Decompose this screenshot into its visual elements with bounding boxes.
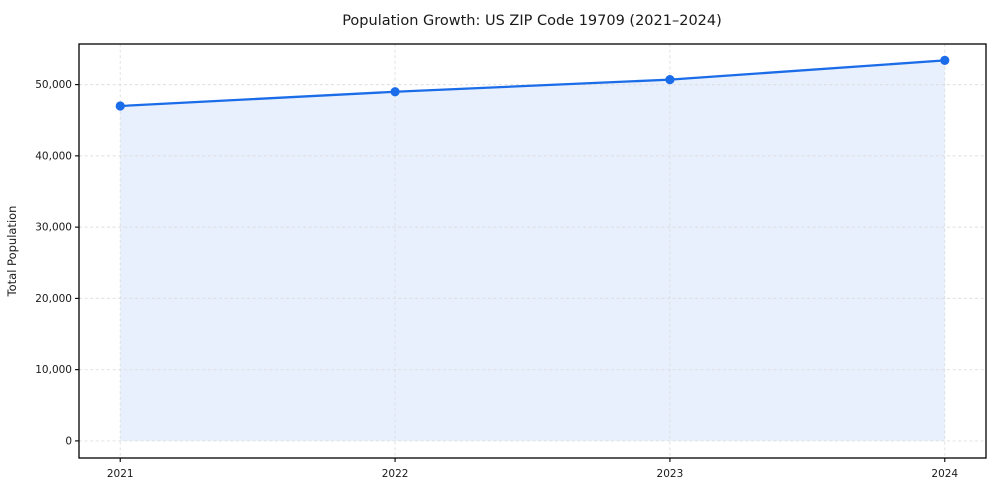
population-line — [119, 59, 946, 108]
x-tick-label: 2024 — [931, 468, 958, 480]
y-tick-label: 10,000 — [35, 364, 72, 376]
y-tick-label: 50,000 — [35, 79, 72, 91]
axis-layer: 2021 2022 2023 2024 0 10,000 20,000 30,000 40,00… — [35, 79, 958, 480]
data-point — [665, 75, 675, 85]
x-tick-label: 2023 — [657, 468, 684, 480]
data-point — [115, 101, 125, 111]
y-tick-label: 0 — [65, 435, 72, 447]
chart-title: Population Growth: US ZIP Code 19709 (20… — [342, 13, 722, 29]
x-tick-label: 2021 — [107, 468, 134, 480]
data-point — [940, 55, 950, 65]
plot-border — [78, 43, 987, 459]
y-axis-label: Total Population — [5, 206, 19, 298]
area-layer — [120, 60, 945, 441]
series-layer — [115, 55, 950, 111]
y-tick-label: 40,000 — [35, 150, 72, 162]
y-tick-label: 20,000 — [35, 293, 72, 305]
x-tick-label: 2022 — [382, 468, 409, 480]
data-point — [390, 87, 400, 97]
y-tick-label: 30,000 — [35, 222, 72, 234]
area-fill — [120, 60, 945, 441]
grid-layer — [79, 44, 986, 458]
